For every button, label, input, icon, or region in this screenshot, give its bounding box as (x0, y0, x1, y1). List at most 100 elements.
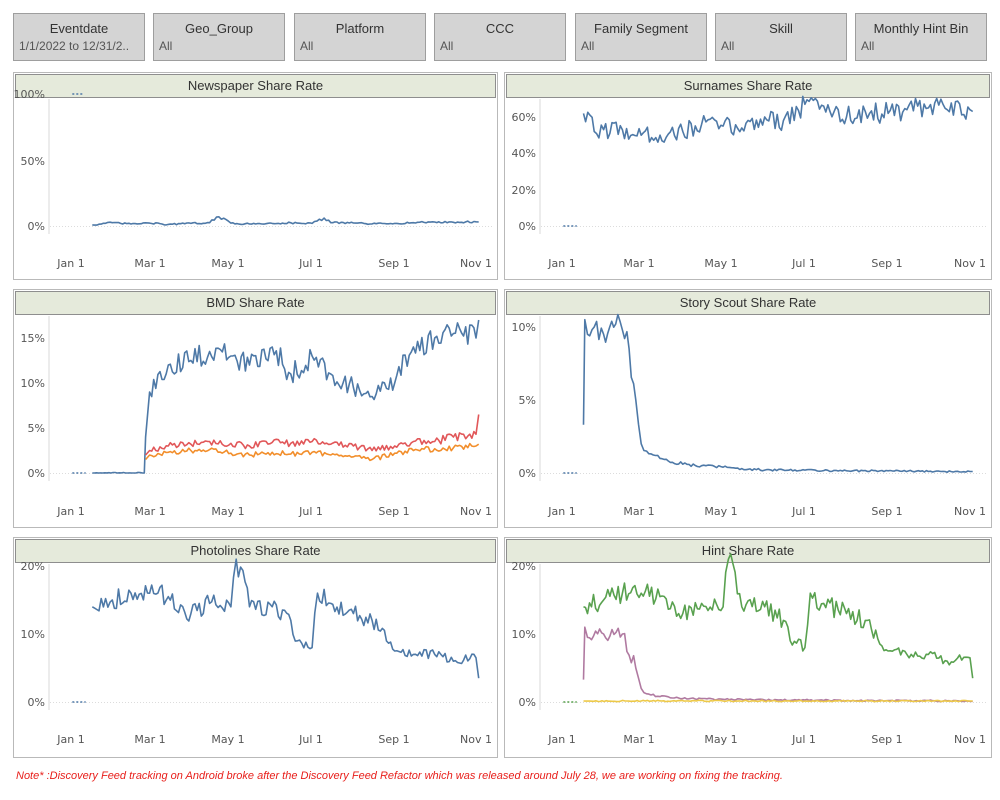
filter-family-segment[interactable]: Family Segment All (575, 13, 707, 61)
chart-plot: 0% 20% 40% 60% Jan 1 Mar 1 May 1 Jul 1 Sep 1 Nov … (512, 95, 987, 270)
x-tick-label: Nov 1 (954, 505, 986, 518)
chart-title: Hint Share Rate (506, 539, 990, 563)
filter-title: CCC (485, 21, 515, 36)
x-tick-label: Jan 1 (56, 505, 84, 518)
chart-panel-surnames-share-rate: Surnames Share Rate 0% 20% 40% 60% Jan 1 Mar 1… (504, 72, 992, 280)
chart-title: Surnames Share Rate (506, 74, 990, 98)
x-tick-label: Jan 1 (547, 733, 575, 746)
filter-value: All (159, 39, 173, 53)
x-tick-label: Jan 1 (56, 733, 84, 746)
tracking-note: Note* :Discovery Feed tracking on Androi… (16, 770, 783, 782)
series-line-1 (582, 313, 973, 474)
y-tick-label: 10% (512, 321, 536, 334)
y-tick-label: 20% (512, 560, 536, 573)
x-tick-label: Mar 1 (623, 257, 654, 270)
filter-eventdate[interactable]: Eventdate 1/1/2022 to 12/31/2.. (13, 13, 145, 61)
y-tick-label: 10% (21, 628, 45, 641)
y-tick-label: 0% (519, 696, 536, 709)
chart-plot: 0% 10% 20% Jan 1 Mar 1 May 1 Jul 1 Sep 1 Nov 1 (21, 558, 493, 746)
filter-title: Platform (335, 21, 385, 36)
x-tick-label: Jul 1 (791, 257, 816, 270)
y-tick-label: 0% (519, 467, 536, 480)
filter-title: Family Segment (594, 21, 688, 36)
x-tick-label: Jul 1 (791, 505, 816, 518)
x-tick-label: May 1 (211, 505, 244, 518)
series-line-1 (91, 558, 480, 679)
x-tick-label: Nov 1 (460, 505, 492, 518)
x-tick-label: May 1 (704, 505, 737, 518)
series-line-3 (145, 442, 480, 462)
x-tick-label: Sep 1 (871, 505, 902, 518)
x-tick-label: Jul 1 (298, 733, 323, 746)
y-tick-label: 50% (21, 155, 45, 168)
filter-value: All (861, 39, 875, 53)
chart-plot: 0% 50% 100% Jan 1 Mar 1 May 1 Jul 1 Sep 1 Nov 1 (14, 88, 493, 270)
filter-geo-group[interactable]: Geo_Group All (153, 13, 285, 61)
chart-plot: 0% 5% 10% 15% Jan 1 Mar 1 May 1 Jul 1 Sep 1 Nov 1 (21, 316, 493, 518)
x-tick-label: Sep 1 (871, 257, 902, 270)
filter-value: 1/1/2022 to 12/31/2.. (19, 39, 130, 53)
series-line-2 (145, 414, 480, 456)
chart-title: BMD Share Rate (15, 291, 496, 315)
filter-value: All (440, 39, 454, 53)
x-tick-label: Nov 1 (460, 733, 492, 746)
chart-panel-photolines-share-rate: Photolines Share Rate 0% 10% 20% Jan 1 Mar 1 M… (13, 537, 498, 758)
series-line-2 (582, 626, 973, 703)
filter-value: All (721, 39, 735, 53)
y-tick-label: 15% (21, 332, 45, 345)
x-tick-label: Mar 1 (623, 505, 654, 518)
x-tick-label: Mar 1 (134, 257, 165, 270)
x-tick-label: Jul 1 (298, 257, 323, 270)
x-tick-label: May 1 (704, 257, 737, 270)
y-tick-label: 100% (14, 88, 45, 101)
filter-ccc[interactable]: CCC All (434, 13, 566, 61)
filter-bar: Eventdate 1/1/2022 to 12/31/2.. Geo_Group A… (13, 13, 993, 63)
x-tick-label: Sep 1 (378, 733, 409, 746)
y-tick-label: 0% (519, 220, 536, 233)
y-tick-label: 40% (512, 147, 536, 160)
x-tick-label: Sep 1 (378, 505, 409, 518)
chart-title: Newspaper Share Rate (15, 74, 496, 98)
y-tick-label: 0% (28, 467, 45, 480)
chart-panel-bmd-share-rate: BMD Share Rate 0% 5% 10% 15% Jan 1 Mar 1 May 1 J… (13, 289, 498, 528)
filter-value: All (300, 39, 314, 53)
filter-title: Monthly Hint Bin (873, 21, 969, 36)
x-tick-label: May 1 (704, 733, 737, 746)
x-tick-label: Jan 1 (547, 505, 575, 518)
filter-platform[interactable]: Platform All (294, 13, 426, 61)
filter-title: Geo_Group (185, 21, 253, 36)
x-tick-label: Nov 1 (954, 257, 986, 270)
y-tick-label: 10% (21, 377, 45, 390)
x-tick-label: May 1 (211, 733, 244, 746)
series-line-1 (92, 216, 479, 226)
x-tick-label: Nov 1 (954, 733, 986, 746)
x-tick-label: Jul 1 (791, 733, 816, 746)
x-tick-label: Mar 1 (134, 733, 165, 746)
x-tick-label: Sep 1 (871, 733, 902, 746)
y-tick-label: 0% (28, 220, 45, 233)
x-tick-label: Jul 1 (298, 505, 323, 518)
chart-plot: 0% 5% 10% Jan 1 Mar 1 May 1 Jul 1 Sep 1 Nov 1 (512, 313, 987, 518)
y-tick-label: 20% (21, 560, 45, 573)
chart-plot: 0% 10% 20% Jan 1 Mar 1 May 1 Jul 1 Sep 1 Nov 1 (512, 553, 987, 746)
x-tick-label: Jan 1 (547, 257, 575, 270)
filter-skill[interactable]: Skill All (715, 13, 847, 61)
y-tick-label: 0% (28, 696, 45, 709)
filter-value: All (581, 39, 595, 53)
series-line-1 (583, 553, 974, 679)
y-tick-label: 20% (512, 184, 536, 197)
series-line-1 (582, 95, 974, 143)
y-tick-label: 60% (512, 111, 536, 124)
x-tick-label: Jan 1 (56, 257, 84, 270)
x-tick-label: Nov 1 (460, 257, 492, 270)
chart-panel-story-scout-share-rate: Story Scout Share Rate 0% 5% 10% Jan 1 Mar 1 M… (504, 289, 992, 528)
y-tick-label: 5% (28, 422, 45, 435)
chart-panel-hint-share-rate: Hint Share Rate 0% 10% 20% Jan 1 Mar 1 May 1 Ju… (504, 537, 992, 758)
filter-monthly-hint-bin[interactable]: Monthly Hint Bin All (855, 13, 987, 61)
chart-title: Story Scout Share Rate (506, 291, 990, 315)
series-line-3 (583, 699, 973, 703)
chart-panel-newspaper-share-rate: Newspaper Share Rate 0% 50% 100% Jan 1 Mar 1 M… (13, 72, 498, 280)
x-tick-label: May 1 (211, 257, 244, 270)
y-tick-label: 5% (519, 394, 536, 407)
x-tick-label: Mar 1 (623, 733, 654, 746)
